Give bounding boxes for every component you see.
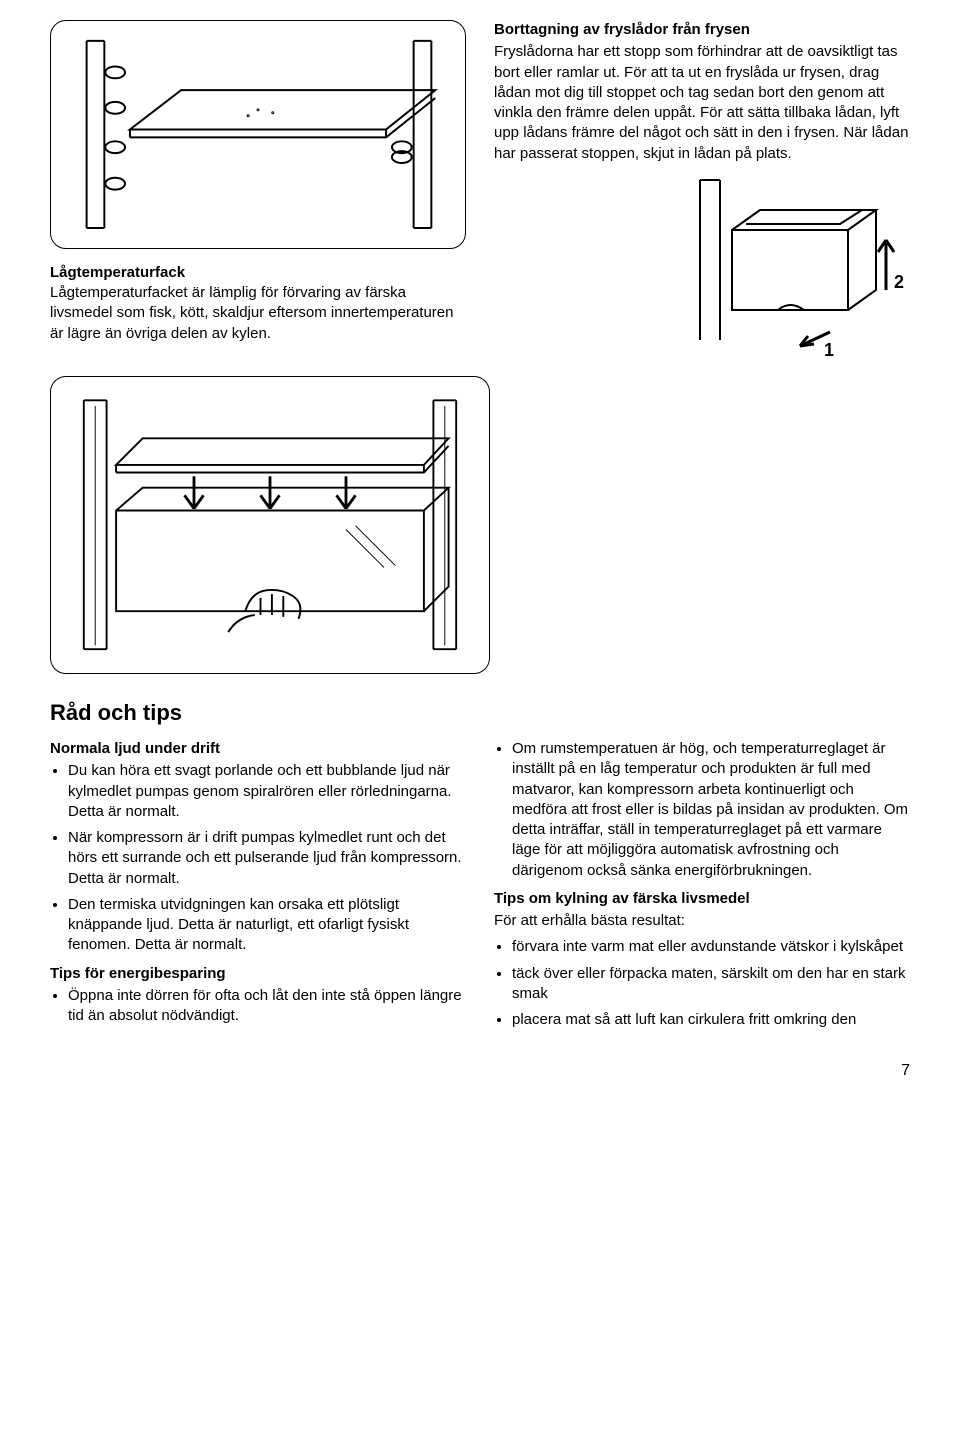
list-item: placera mat så att luft kan cirkulera fr… [512,1010,910,1030]
list-item: förvara inte varm mat eller avdunstande … [512,937,910,957]
list-item: När kompressorn är i drift pumpas kylmed… [68,828,466,889]
figure-label-2: 2 [894,270,904,294]
tips-section: Normala ljud under drift Du kan höra ett… [50,739,910,1038]
wide-drawer-illustration [61,387,479,663]
list-item: Den termiska utvidgningen kan orsaka ett… [68,895,466,956]
shelf-illustration-frame [50,20,466,249]
lowtemp-body: Lågtemperaturfacket är lämplig för förva… [50,284,453,342]
removal-body: Fryslådorna har ett stopp som förhindrar… [494,42,910,164]
tips-subhead-energy: Tips för energibesparing [50,964,466,984]
tips-subhead-cooling: Tips om kylning av färska livsmedel [494,889,910,909]
list-item: Öppna inte dörren för ofta och låt den i… [68,986,466,1027]
lowtemp-paragraph: Lågtemperaturfack Lågtemperaturfacket är… [50,263,466,344]
removal-heading: Borttagning av fryslådor från frysen [494,20,910,40]
list-item: Om rumstemperatuen är hög, och temperatu… [512,739,910,881]
left-column: Lågtemperaturfack Lågtemperaturfacket är… [50,20,466,366]
tips-right-column: Om rumstemperatuen är hög, och temperatu… [494,739,910,1038]
page-number: 7 [50,1060,910,1082]
wide-drawer-frame [50,376,490,674]
drawer-small-illustration [680,170,910,360]
figure-label-1: 1 [824,338,834,362]
tips-left-column: Normala ljud under drift Du kan höra ett… [50,739,466,1038]
tips-cooling-intro: För att erhålla bästa resultat: [494,911,910,931]
tips-title: Råd och tips [50,698,910,728]
tips-subhead-normal-sounds: Normala ljud under drift [50,739,466,759]
normal-sounds-list: Du kan höra ett svagt porlande och ett b… [50,761,466,955]
drawer-small-figure: 2 1 [680,170,910,366]
right-column: Borttagning av fryslådor från frysen Fry… [494,20,910,366]
energy-list: Öppna inte dörren för ofta och låt den i… [50,986,466,1027]
shelf-illustration [61,31,455,238]
list-item: Du kan höra ett svagt porlande och ett b… [68,761,466,822]
lowtemp-heading: Lågtemperaturfack [50,264,185,281]
list-item: täck över eller förpacka maten, särskilt… [512,964,910,1005]
cooling-list: förvara inte varm mat eller avdunstande … [494,937,910,1030]
top-section: Lågtemperaturfack Lågtemperaturfacket är… [50,20,910,366]
energy-list-continued: Om rumstemperatuen är hög, och temperatu… [494,739,910,881]
